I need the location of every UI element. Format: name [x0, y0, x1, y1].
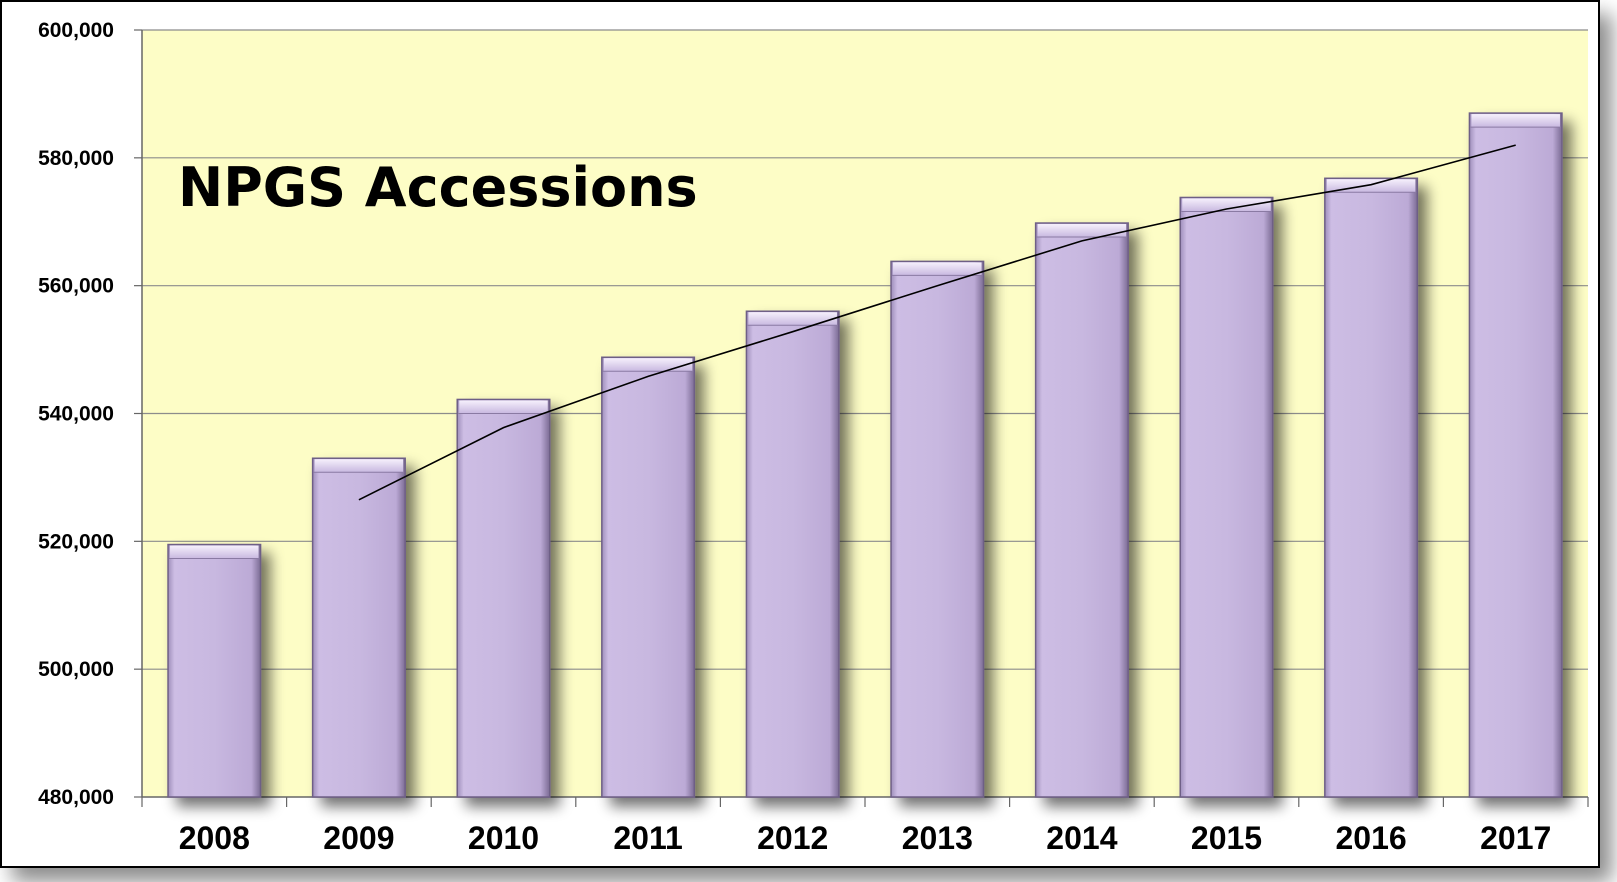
y-tick-label: 560,000 [38, 275, 114, 298]
x-tick-label: 2016 [1336, 820, 1407, 856]
bar [167, 543, 262, 798]
bar [745, 310, 840, 798]
bar-bevel [748, 312, 837, 326]
x-tick-label: 2017 [1480, 820, 1551, 856]
bar-bevel [314, 459, 404, 473]
bar-2012 [745, 310, 840, 798]
trendline [358, 144, 1516, 501]
bar [1324, 177, 1419, 798]
bar-2013 [890, 260, 985, 798]
y-tick-label: 480,000 [38, 786, 114, 809]
bar [311, 457, 406, 798]
bar-bevel [603, 358, 693, 372]
y-tick-label: 600,000 [38, 19, 114, 42]
x-tick-label: 2010 [468, 820, 539, 856]
bar-bevel [1182, 198, 1271, 212]
x-tick-label: 2008 [179, 820, 250, 856]
chart-title: NPGS Accessions [178, 156, 698, 219]
bar-bevel [459, 400, 548, 414]
y-tick-label: 520,000 [38, 530, 114, 553]
bar [890, 260, 985, 798]
x-tick-label: 2014 [1046, 820, 1117, 856]
tick-labels: 480,000 500,000 520,000 540,000 560,000 580,0… [38, 19, 1551, 856]
bar [1179, 196, 1274, 798]
x-tick-label: 2011 [613, 820, 682, 856]
bar-2011 [601, 356, 696, 798]
y-tick-label: 500,000 [38, 658, 114, 681]
bar-bevel [1037, 224, 1127, 238]
x-tick-label: 2012 [757, 820, 828, 856]
bar-bevel [1471, 114, 1560, 128]
bar-2016 [1324, 177, 1419, 798]
bar [456, 398, 551, 798]
bar [601, 356, 696, 798]
bars [167, 112, 1563, 798]
bar [1468, 112, 1563, 798]
bar-bevel [893, 262, 982, 276]
bar-2017 [1468, 112, 1563, 798]
bar-2008 [167, 543, 262, 798]
y-tick-label: 540,000 [38, 403, 114, 426]
bar [1034, 222, 1129, 798]
x-tick-label: 2009 [323, 820, 394, 856]
y-tick-label: 580,000 [38, 147, 114, 170]
bar-2010 [456, 398, 551, 798]
bar-2015 [1179, 196, 1274, 798]
x-tick-label: 2015 [1191, 820, 1262, 856]
bar-bevel [170, 545, 259, 559]
bar-2009 [311, 457, 406, 798]
bar-2014 [1034, 222, 1129, 798]
x-tick-label: 2013 [902, 820, 973, 856]
trendline-group [358, 144, 1516, 501]
